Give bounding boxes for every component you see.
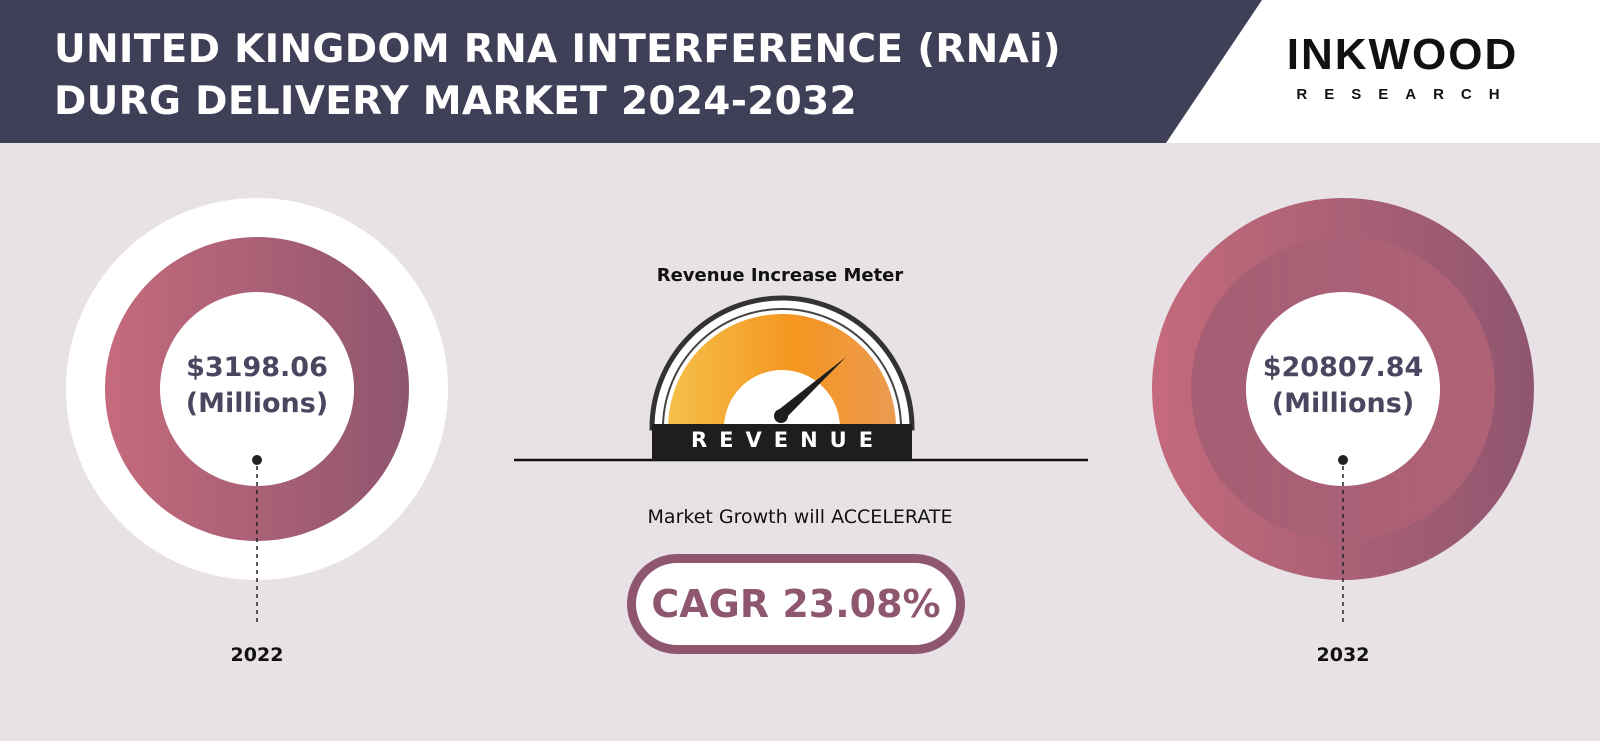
value-2022-amount: $3198.06 (186, 352, 328, 383)
page-title: UNITED KINGDOM RNA INTERFERENCE (RNAi) D… (54, 24, 1174, 128)
revenue-label-bar (652, 424, 912, 460)
year-2032-label: 2032 (1316, 644, 1370, 666)
pointer-dot (252, 455, 262, 465)
logo-name: INKWOOD (1286, 30, 1519, 79)
title-line-2: DURG DELIVERY MARKET 2024-2032 (54, 79, 857, 124)
circle-2022 (66, 198, 448, 624)
value-2032-amount: $20807.84 (1262, 352, 1424, 383)
growth-text: Market Growth will ACCELERATE (647, 506, 953, 528)
gauge-needle (777, 357, 846, 419)
cagr-value: CAGR 23.08% (651, 582, 941, 626)
needle-hub (774, 409, 788, 423)
title-line-1: UNITED KINGDOM RNA INTERFERENCE (RNAi) (54, 27, 1061, 72)
value-2032-unit: (Millions) (1271, 388, 1415, 419)
cagr-badge: CAGR 23.08% (627, 554, 965, 654)
pointer-dot (1338, 455, 1348, 465)
year-2022-label: 2022 (230, 644, 284, 666)
logo-subtitle: RESEARCH (1296, 86, 1517, 103)
gauge-fill (668, 314, 896, 428)
revenue-gauge (514, 295, 1088, 462)
circle-2032 (1152, 198, 1534, 624)
inner-disc (160, 292, 354, 486)
value-2022-unit: (Millions) (185, 388, 329, 419)
revenue-label: REVENUE (690, 428, 886, 452)
inner-disc (1246, 292, 1440, 486)
value-2022: $3198.06 (Millions) (137, 350, 377, 422)
value-2032: $20807.84 (Millions) (1223, 350, 1463, 422)
meter-title: Revenue Increase Meter (656, 265, 904, 286)
